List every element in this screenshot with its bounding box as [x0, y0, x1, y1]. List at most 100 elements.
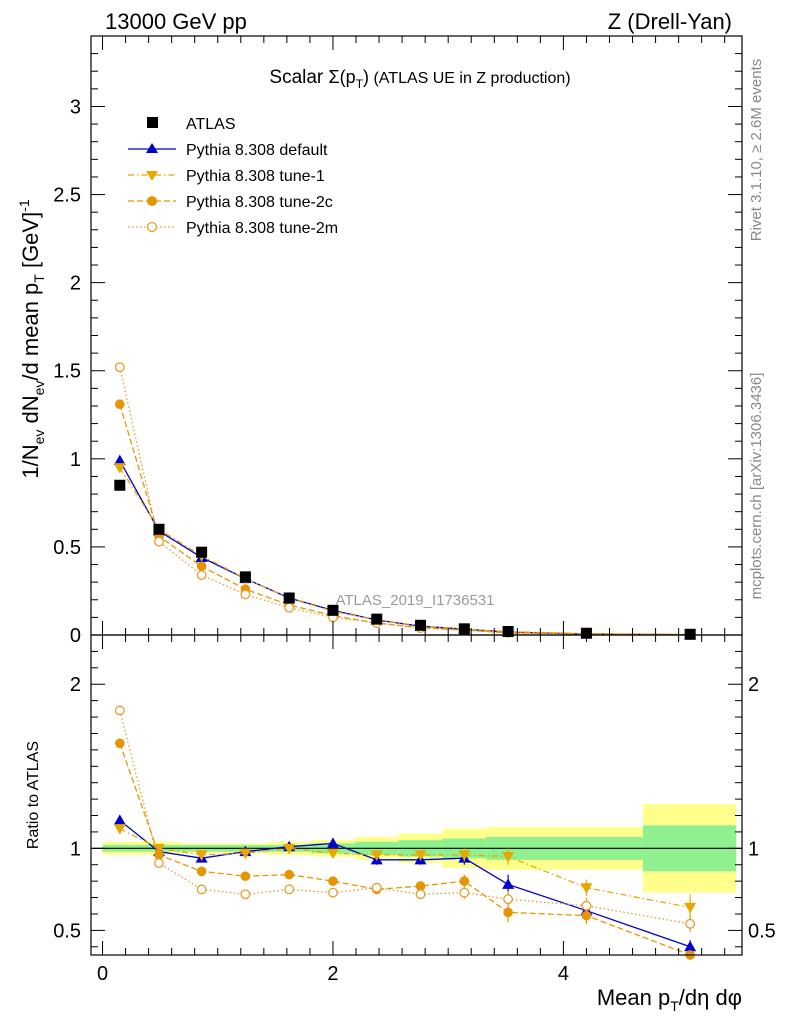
main-y-tick-label: 1.5	[53, 361, 81, 383]
ratio-tune2c-point	[503, 907, 513, 918]
analysis-watermark: ATLAS_2019_I1736531	[335, 592, 494, 609]
ratio-tune2m-point	[685, 918, 696, 929]
ratio-tune2m-line	[119, 710, 691, 925]
main-atlas-point	[458, 623, 470, 635]
legend-tune2m-marker	[146, 221, 158, 233]
ratio-y-tick-label-right: 1	[748, 838, 759, 860]
ratio-tune2c-point	[115, 738, 125, 749]
main-atlas-point	[283, 592, 295, 604]
ratio-tune1-point	[283, 843, 296, 855]
ratio-tune1-point	[458, 850, 471, 861]
main-tune2c-line	[119, 404, 691, 636]
ratio-tune2c-point	[459, 876, 470, 886]
ratio-tune2c-point	[328, 876, 338, 886]
x-axis-label: Mean pT/dη dφ	[597, 985, 742, 1014]
ratio-uncertainty-bands	[91, 804, 742, 893]
ratio-plot-series	[113, 705, 697, 960]
main-tune1-line	[119, 467, 691, 636]
ratio-plot-frame	[90, 634, 743, 956]
energy-label: 13000 GeV pp	[105, 9, 247, 34]
main-y-tick-label: 0.5	[53, 537, 81, 559]
legend-tune2c-label: Pythia 8.308 tune-2c	[186, 194, 333, 211]
legend-default-label: Pythia 8.308 default	[186, 142, 328, 159]
ratio-tune2m-point	[459, 887, 470, 898]
main-atlas-point	[327, 604, 339, 616]
ratio-default-point	[326, 837, 339, 848]
ratio-tune1-point	[195, 850, 208, 861]
main-default-point	[113, 454, 126, 466]
main-tune2m-point	[284, 602, 295, 613]
main-plot-series	[113, 362, 697, 641]
ratio-y-tick-label: 1	[70, 838, 81, 860]
ratio-tune2m-point	[284, 884, 295, 895]
main-atlas-point	[239, 571, 251, 583]
plot-title: Scalar Σ(pT) (ATLAS UE in Z production)	[269, 67, 570, 91]
ratio-tune1-point	[239, 848, 252, 860]
process-label: Z (Drell-Yan)	[608, 9, 732, 34]
main-tune2c-point	[115, 399, 125, 410]
rivet-label: Rivet 3.1.10, ≥ 2.6M events	[748, 59, 765, 242]
main-tune1-point	[113, 463, 126, 474]
ratio-tune2c-point	[240, 871, 251, 882]
x-tick-label: 4	[558, 963, 569, 985]
ratio-y-tick-label-right: 2	[748, 674, 759, 696]
legend-default-marker	[146, 143, 158, 153]
ratio-tune2m-point	[240, 889, 251, 900]
ratio-tune2m-point	[581, 900, 592, 911]
ratio-tune2m-point	[154, 858, 164, 869]
main-atlas-point	[371, 613, 383, 625]
ratio-tune1-line	[119, 828, 691, 909]
main-y-tick-label: 1	[70, 449, 81, 471]
ratio-tune2c-point	[154, 850, 164, 860]
ratio-y-axis-label: Ratio to ATLAS	[25, 741, 42, 849]
main-y-tick-label: 2	[70, 273, 81, 295]
main-y-tick-label: 2.5	[53, 185, 81, 207]
ratio-tune2c-point	[581, 910, 592, 921]
x-tick-label: 0	[97, 963, 108, 985]
main-tune2m-point	[154, 536, 164, 547]
main-atlas-point	[502, 625, 514, 637]
ratio-tune2m-point	[196, 884, 207, 895]
ratio-tune1-point	[326, 848, 339, 860]
ratio-tune1-point	[113, 824, 126, 835]
ratio-tune1-point	[502, 852, 515, 863]
main-y-tick-label: 3	[70, 96, 81, 118]
legend-tune2c-marker	[147, 196, 157, 206]
ratio-y-tick-label-right: 0.5	[748, 920, 776, 942]
ratio-tune1-point	[580, 883, 593, 894]
ratio-tune2c-line	[119, 743, 691, 956]
main-atlas-point	[114, 479, 126, 491]
ratio-default-point	[502, 878, 515, 889]
ratio-tune2m-point	[415, 889, 426, 900]
main-atlas-point	[196, 546, 208, 558]
legend-tune2m-label: Pythia 8.308 tune-2m	[186, 220, 338, 237]
main-tune2m-point	[240, 589, 251, 600]
ratio-tune2m-point	[371, 882, 382, 893]
main-atlas-point	[684, 628, 696, 640]
main-y-tick-label: 0	[70, 625, 81, 647]
ratio-tune1-point	[370, 850, 383, 861]
ratio-default-point	[113, 814, 126, 825]
ratio-tune1-point	[414, 850, 427, 861]
main-tune2m-point	[114, 362, 125, 373]
main-atlas-point	[415, 619, 427, 631]
ratio-y-tick-label: 0.5	[53, 920, 81, 942]
main-tune2m-point	[196, 570, 207, 581]
legend-tune1-marker	[146, 171, 158, 181]
legend: ATLAS Pythia 8.308 default Pythia 8.308 …	[128, 116, 338, 237]
ratio-default-point	[684, 940, 697, 952]
main-tune2c-point	[196, 561, 207, 572]
legend-atlas-label: ATLAS	[186, 116, 236, 133]
ratio-tune2c-point	[284, 869, 294, 880]
main-y-axis-label: 1/Nev dNev/d mean pT [GeV]-1	[16, 199, 47, 479]
ratio-tune2m-point	[328, 887, 338, 898]
main-tune2m-line	[119, 367, 691, 636]
main-atlas-point	[153, 523, 165, 535]
ratio-tune1-point	[684, 902, 697, 914]
legend-tune1-label: Pythia 8.308 tune-1	[186, 168, 325, 185]
ratio-default-line	[119, 819, 691, 948]
ratio-tune2m-point	[503, 894, 514, 905]
mcplots-label: mcplots.cern.ch [arXiv:1306.3436]	[748, 373, 765, 600]
ratio-tune2m-point	[114, 705, 125, 716]
